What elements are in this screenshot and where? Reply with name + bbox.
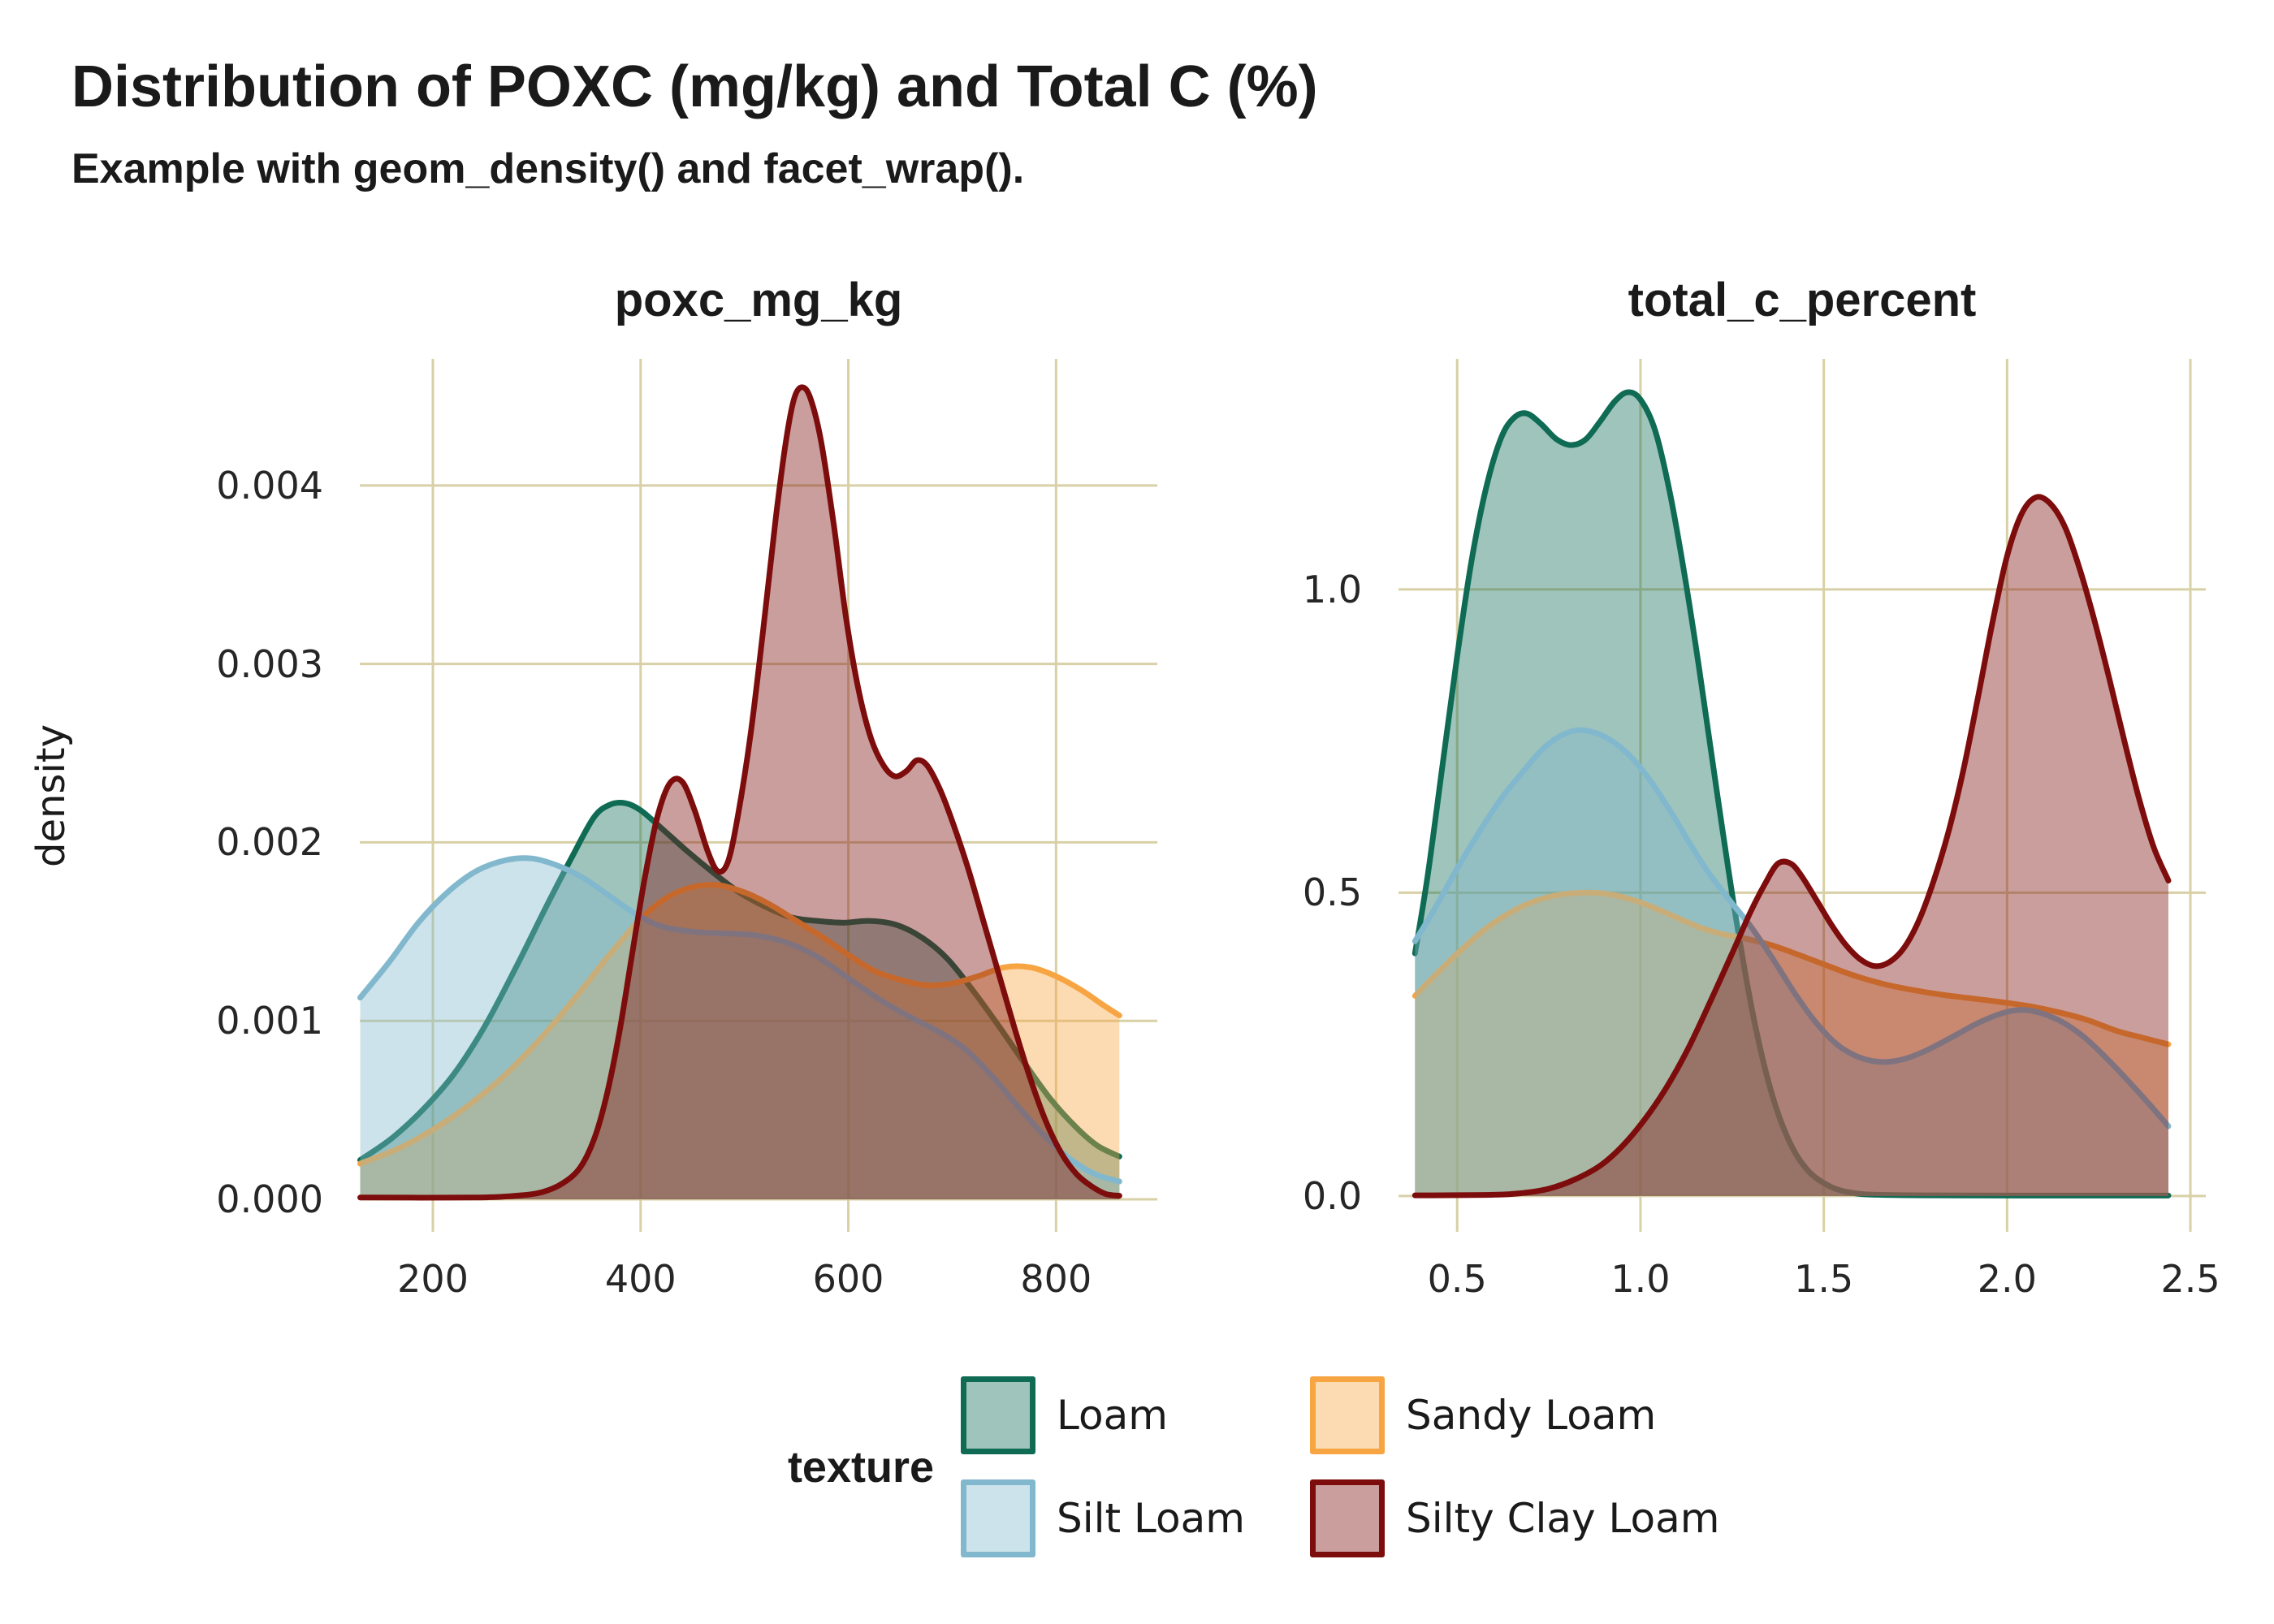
facet-panel-poxc: poxc_mg_kg 0.000 0.001 0.002 0.003 0.004 200 4…	[216, 274, 1157, 1301]
legend-swatch-silty-clay-loam	[1310, 1479, 1385, 1557]
density-curve-silty-clay-loam	[357, 384, 1122, 1201]
x-tick-label: 1.5	[1794, 1257, 1854, 1301]
density-curve-loam	[1412, 389, 2172, 1199]
density-curve-silt-loam	[357, 855, 1122, 1185]
y-tick-label: 1.0	[1302, 567, 1362, 611]
x-tick-label: 800	[1020, 1257, 1092, 1301]
chart-subtitle: Example with geom_density() and facet_wr…	[71, 145, 1025, 192]
y-tick-label: 0.000	[216, 1177, 323, 1221]
facet-title-poxc: poxc_mg_kg	[614, 274, 903, 326]
chart-title: Distribution of POXC (mg/kg) and Total C…	[71, 54, 1318, 119]
density-area-silt-loam	[1415, 730, 2168, 1196]
facet-title-total-c: total_c_percent	[1628, 274, 1977, 326]
legend-swatch-silt-loam	[961, 1479, 1035, 1557]
facet-panel-total-c: total_c_percent 0.0 0.5 1.0 0.5 1.0 1.5 2.0 2.5	[1303, 274, 2220, 1301]
density-area-loam	[1415, 392, 2168, 1196]
y-tick-label: 0.5	[1302, 870, 1362, 915]
legend-swatch-loam	[961, 1376, 1035, 1454]
x-tick-label: 600	[812, 1257, 884, 1301]
density-plot-poxc	[357, 359, 1157, 1232]
y-axis-title: density	[15, 359, 88, 1232]
x-tick-label: 200	[397, 1257, 469, 1301]
x-tick-label: 1.0	[1610, 1257, 1671, 1301]
y-tick-label: 0.004	[216, 463, 323, 508]
y-axis-title-text: density	[28, 723, 74, 867]
density-area-sandy-loam	[1415, 892, 2168, 1196]
legend-swatch-sandy-loam	[1310, 1376, 1385, 1454]
density-plot-total-c	[1399, 359, 2206, 1232]
y-tick-label: 0.001	[216, 999, 323, 1043]
density-area-silt-loam	[360, 857, 1120, 1199]
legend-label-silt-loam: Silt Loam	[1057, 1495, 1245, 1542]
legend-label-silty-clay-loam: Silty Clay Loam	[1406, 1495, 1720, 1542]
x-tick-label: 400	[604, 1257, 677, 1301]
x-tick-label: 2.0	[1977, 1257, 2037, 1301]
y-tick-label: 0.003	[216, 641, 323, 686]
y-tick-label: 0.0	[1302, 1173, 1362, 1218]
density-curve-silty-clay-loam	[1412, 494, 2172, 1199]
y-tick-label: 0.002	[216, 820, 323, 865]
density-curve-sandy-loam	[1412, 889, 2172, 1047]
density-area-silty-clay-loam	[360, 387, 1120, 1199]
density-curve-silt-loam	[1412, 727, 2172, 1129]
density-area-silty-clay-loam	[1415, 496, 2168, 1196]
legend-label-sandy-loam: Sandy Loam	[1406, 1392, 1657, 1439]
x-tick-label: 0.5	[1427, 1257, 1487, 1301]
density-area-sandy-loam	[360, 884, 1120, 1199]
legend-label-loam: Loam	[1057, 1392, 1168, 1439]
x-tick-label: 2.5	[2160, 1257, 2220, 1301]
legend-title: texture	[787, 1443, 934, 1492]
density-curve-sandy-loam	[357, 882, 1122, 1167]
